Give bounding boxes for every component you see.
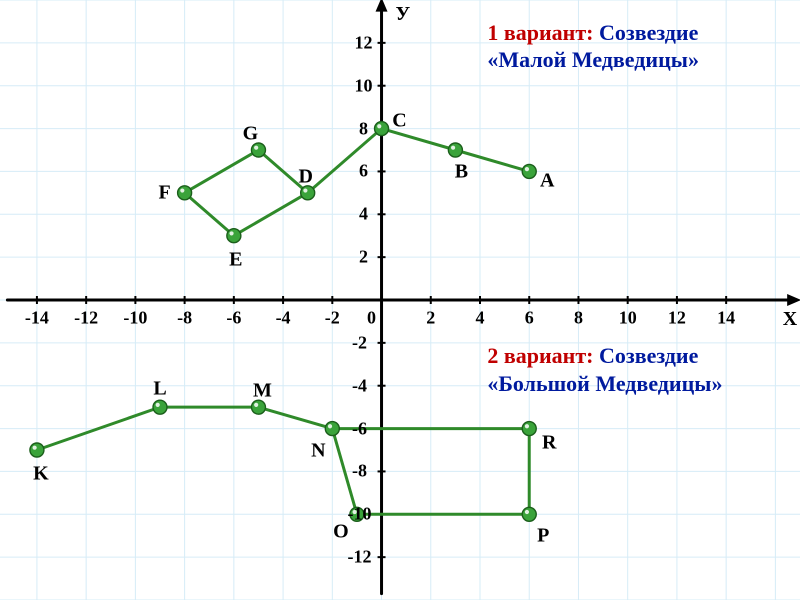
x-tick-14: 14: [717, 308, 735, 329]
point-P: [522, 507, 536, 521]
x-tick--6: -6: [226, 308, 241, 329]
y-tick--10: -10: [348, 504, 372, 525]
point-label-M: M: [253, 380, 272, 403]
point-label-N: N: [311, 439, 325, 462]
point-C: [375, 122, 389, 136]
chart-svg: [0, 0, 800, 600]
y-tick-6: 6: [359, 161, 368, 182]
x-tick-8: 8: [574, 308, 583, 329]
point-label-E: E: [229, 248, 242, 271]
point-label-K: K: [33, 463, 49, 486]
x-tick--4: -4: [276, 308, 291, 329]
point-label-R: R: [542, 431, 556, 454]
point-label-G: G: [243, 123, 259, 146]
x-tick--8: -8: [177, 308, 192, 329]
origin-label: 0: [367, 308, 376, 329]
axes: [7, 0, 800, 594]
point-F: [178, 186, 192, 200]
x-tick-4: 4: [476, 308, 485, 329]
series-ursa_minor: [185, 129, 530, 236]
x-tick-2: 2: [426, 308, 435, 329]
x-axis-label: Х: [783, 308, 797, 331]
point-B: [448, 143, 462, 157]
point-label-F: F: [159, 181, 171, 204]
point-R: [522, 422, 536, 436]
point-label-O: O: [333, 521, 349, 544]
x-tick--2: -2: [325, 308, 340, 329]
y-tick-12: 12: [355, 32, 373, 53]
y-tick--8: -8: [352, 461, 367, 482]
y-axis-label: У: [396, 3, 411, 26]
point-N: [325, 422, 339, 436]
x-tick--14: -14: [25, 308, 49, 329]
y-tick-8: 8: [359, 118, 368, 139]
x-tick-6: 6: [525, 308, 534, 329]
point-label-D: D: [298, 165, 312, 188]
y-tick--4: -4: [352, 375, 367, 396]
caption2: 2 вариант: Созвездие «Большой Медведицы»: [487, 342, 722, 397]
caption1: 1 вариант: Созвездие «Малой Медведицы»: [487, 19, 699, 74]
point-E: [227, 229, 241, 243]
y-tick-2: 2: [359, 247, 368, 268]
y-tick-10: 10: [355, 75, 373, 96]
point-A: [522, 164, 536, 178]
point-K: [30, 443, 44, 457]
x-tick-10: 10: [619, 308, 637, 329]
x-tick--10: -10: [123, 308, 147, 329]
point-label-L: L: [153, 378, 166, 401]
y-tick-4: 4: [359, 204, 368, 225]
point-label-C: C: [392, 109, 406, 132]
point-label-P: P: [537, 525, 549, 548]
point-L: [153, 400, 167, 414]
caption2-highlight: 2 вариант:: [487, 343, 593, 368]
x-tick-12: 12: [668, 308, 686, 329]
y-tick--2: -2: [352, 332, 367, 353]
chart-stage: -14 -12 -10 -8 -6 -4 -2 2 4 6 8 10 12 14 2 4 6 8 10 12 -2 -4 -…: [0, 0, 800, 600]
x-tick--12: -12: [74, 308, 98, 329]
caption1-highlight: 1 вариант:: [487, 20, 593, 45]
y-tick--12: -12: [348, 547, 372, 568]
point-label-A: A: [540, 170, 554, 193]
point-label-B: B: [455, 161, 468, 184]
y-tick--6: -6: [352, 418, 367, 439]
